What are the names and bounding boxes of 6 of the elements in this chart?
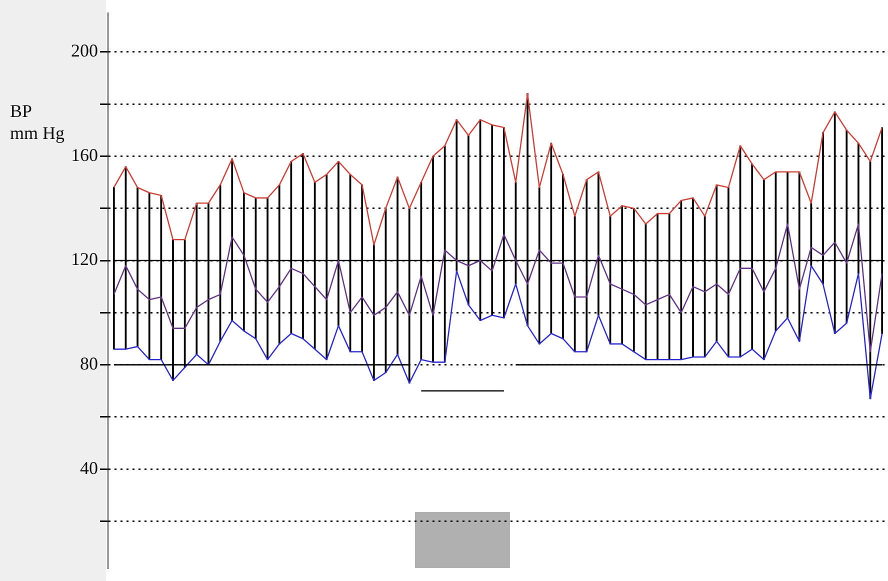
y-tick-label: 200 <box>71 40 98 61</box>
y-tick-label: 40 <box>80 458 98 478</box>
y-tick-label: 160 <box>71 144 98 165</box>
y-tick-label: 80 <box>80 354 98 374</box>
y-tick-label: 120 <box>71 249 98 270</box>
y-axis-title: BP mm Hg <box>10 100 65 144</box>
